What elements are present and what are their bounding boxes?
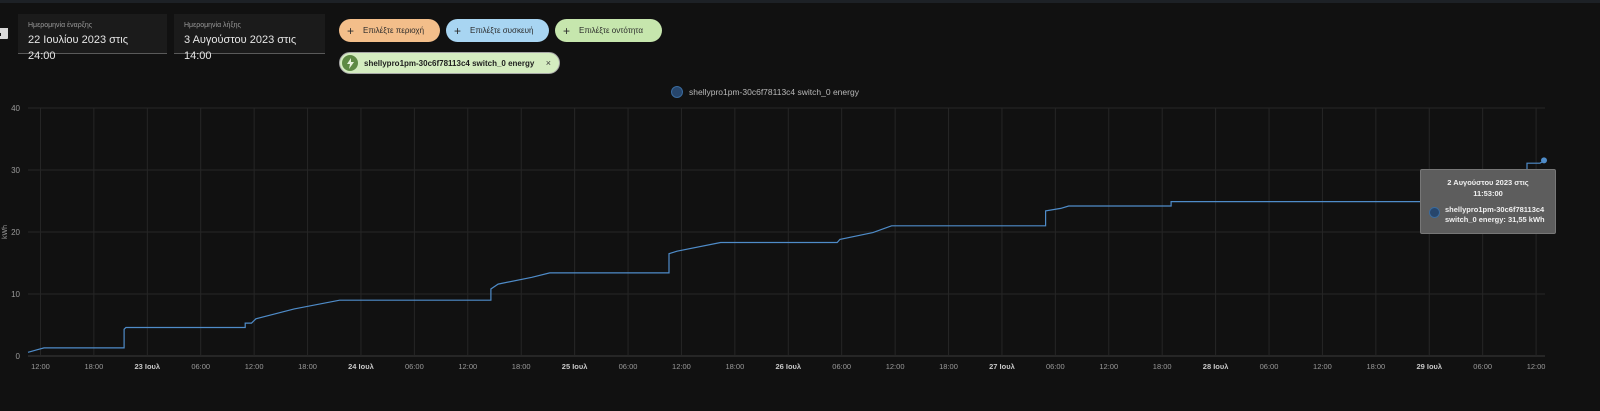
x-tick-label: 06:00 <box>1473 362 1492 371</box>
choose-device-label: Επιλέξτε συσκευή <box>470 26 534 35</box>
x-tick-label: 12:00 <box>1527 362 1546 371</box>
tooltip-series-value: switch_0 energy: 31,55 kWh <box>1445 215 1545 224</box>
x-tick-label: 26 Ιουλ <box>775 362 801 371</box>
plus-icon: + <box>347 23 355 38</box>
tooltip-date: 2 Αυγούστου 2023 στις <box>1447 178 1529 187</box>
choose-entity-button[interactable]: + Επιλέξτε οντότητα <box>555 19 662 42</box>
x-tick-label: 24 Ιουλ <box>348 362 374 371</box>
remove-entity-icon[interactable]: × <box>545 58 551 68</box>
app-top-border <box>0 0 1600 3</box>
choose-entity-label: Επιλέξτε οντότητα <box>579 26 643 35</box>
x-tick-label: 12:00 <box>672 362 691 371</box>
x-tick-label: 18:00 <box>84 362 103 371</box>
tooltip-series-name: shellypro1pm-30c6f78113c4 <box>1445 205 1545 214</box>
chart-grid <box>28 107 1545 357</box>
end-date-value: 3 Αυγούστου 2023 στις 14:00 <box>184 34 297 62</box>
x-tick-label: 12:00 <box>886 362 905 371</box>
x-tick-label: 12:00 <box>1313 362 1332 371</box>
x-tick-label: 18:00 <box>939 362 958 371</box>
calendar-icon[interactable] <box>0 25 10 41</box>
selected-entity-chip[interactable]: shellypro1pm-30c6f78113c4 switch_0 energ… <box>339 52 560 74</box>
x-tick-label: 18:00 <box>298 362 317 371</box>
x-tick-label: 29 Ιουλ <box>1416 362 1442 371</box>
x-tick-label: 28 Ιουλ <box>1203 362 1229 371</box>
x-tick-label: 06:00 <box>191 362 210 371</box>
y-axis: 0 10 20 30 40 kWh <box>2 104 21 361</box>
plus-icon: + <box>563 23 571 38</box>
choose-area-button[interactable]: + Επιλέξτε περιοχή <box>339 19 440 42</box>
y-axis-label: kWh <box>2 225 9 239</box>
x-tick-label: 25 Ιουλ <box>562 362 588 371</box>
y-tick-label: 20 <box>11 228 20 237</box>
start-date-field[interactable]: Ημερομηνία έναρξης 22 Ιουλίου 2023 στις … <box>18 14 167 62</box>
x-tick-label: 06:00 <box>1046 362 1065 371</box>
x-axis: 12:00 18:00 23 Ιουλ 06:00 12:00 18:00 24 Ιουλ 0… <box>31 362 1545 371</box>
choose-area-label: Επιλέξτε περιοχή <box>363 26 425 35</box>
chart-tooltip: 2 Αυγούστου 2023 στις 11:53:00 shellypro… <box>1420 169 1556 234</box>
start-date-value: 22 Ιουλίου 2023 στις 24:00 <box>28 34 129 62</box>
x-tick-label: 06:00 <box>405 362 424 371</box>
y-tick-label: 30 <box>11 166 20 175</box>
lightning-bolt-icon <box>342 55 358 71</box>
choose-device-button[interactable]: + Επιλέξτε συσκευή <box>446 19 549 42</box>
x-tick-label: 18:00 <box>512 362 531 371</box>
x-tick-label: 12:00 <box>1099 362 1118 371</box>
x-tick-label: 27 Ιουλ <box>989 362 1015 371</box>
end-date-label: Ημερομηνία λήξης <box>184 22 241 29</box>
chart-series-layer <box>27 159 1546 353</box>
x-tick-label: 12:00 <box>31 362 50 371</box>
x-tick-label: 06:00 <box>1260 362 1279 371</box>
legend-series-swatch <box>671 86 683 98</box>
x-tick-label: 18:00 <box>725 362 744 371</box>
x-tick-label: 12:00 <box>458 362 477 371</box>
selected-entity-label: shellypro1pm-30c6f78113c4 switch_0 energ… <box>364 58 535 68</box>
x-tick-label: 18:00 <box>1153 362 1172 371</box>
y-tick-label: 0 <box>16 352 21 361</box>
chart-legend[interactable]: shellypro1pm-30c6f78113c4 switch_0 energ… <box>671 86 859 98</box>
legend-series-label: shellypro1pm-30c6f78113c4 switch_0 energ… <box>689 87 859 97</box>
plus-icon: + <box>454 23 462 38</box>
tooltip-series-swatch <box>1429 207 1440 218</box>
chart-marker-layer <box>1541 157 1547 164</box>
y-tick-label: 10 <box>11 290 20 299</box>
y-tick-label: 40 <box>11 104 20 113</box>
x-tick-label: 23 Ιουλ <box>134 362 160 371</box>
hover-point-marker <box>1541 157 1547 164</box>
x-tick-label: 06:00 <box>832 362 851 371</box>
start-date-label: Ημερομηνία έναρξης <box>28 22 93 29</box>
x-tick-label: 12:00 <box>245 362 264 371</box>
x-tick-label: 06:00 <box>619 362 638 371</box>
x-tick-label: 18:00 <box>1366 362 1385 371</box>
series-line <box>27 182 1545 353</box>
tooltip-time: 11:53:00 <box>1473 189 1503 198</box>
end-date-field[interactable]: Ημερομηνία λήξης 3 Αυγούστου 2023 στις 1… <box>174 14 325 62</box>
